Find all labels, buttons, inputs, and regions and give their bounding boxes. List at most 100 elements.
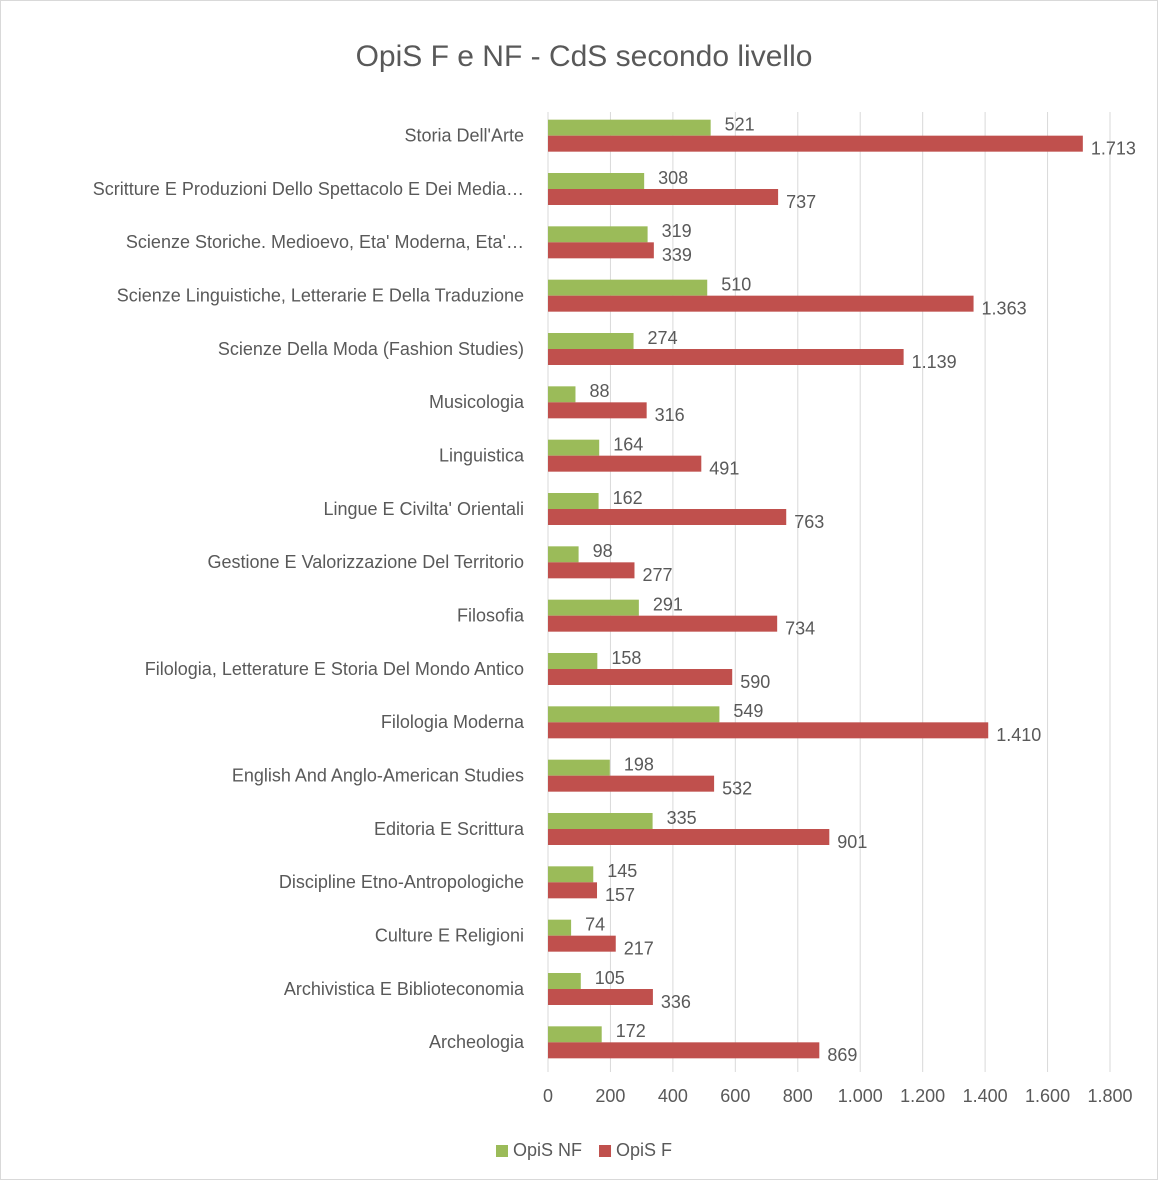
data-label: 763 — [794, 512, 824, 532]
data-label: 335 — [667, 808, 697, 828]
x-tick-label: 1.000 — [838, 1086, 883, 1106]
bar — [548, 455, 702, 472]
bar — [548, 989, 653, 1005]
bar — [548, 1026, 602, 1043]
bar — [548, 919, 572, 936]
bar — [548, 402, 647, 419]
data-label: 734 — [785, 618, 815, 638]
y-tick-label: Filosofia — [457, 605, 525, 625]
data-label: 1.139 — [912, 352, 957, 372]
data-label: 157 — [605, 885, 635, 905]
x-tick-label: 600 — [720, 1086, 750, 1106]
data-label: 277 — [642, 565, 672, 585]
bar — [548, 226, 648, 243]
bar — [548, 119, 711, 136]
bar — [548, 189, 779, 205]
data-label: 172 — [616, 1021, 646, 1041]
chart-title: OpiS F e NF - CdS secondo livello — [356, 40, 813, 73]
data-label: 105 — [595, 968, 625, 988]
bar — [548, 242, 654, 259]
data-label: 88 — [589, 381, 609, 401]
bar — [548, 866, 594, 883]
bar — [548, 653, 598, 669]
y-tick-label: Editoria E Scrittura — [374, 819, 525, 839]
data-label: 532 — [722, 778, 752, 798]
bar — [548, 333, 634, 349]
bar — [548, 813, 653, 829]
legend-label: OpiS F — [616, 1140, 672, 1160]
bar — [548, 135, 1083, 152]
bar — [548, 546, 579, 563]
data-label: 1.410 — [996, 725, 1041, 745]
data-label: 1.713 — [1091, 138, 1136, 158]
data-label: 510 — [721, 274, 751, 294]
x-tick-label: 1.200 — [900, 1086, 945, 1106]
legend-swatch — [496, 1145, 508, 1157]
x-tick-label: 1.800 — [1087, 1086, 1132, 1106]
y-tick-label: Lingue E Civilta' Orientali — [323, 499, 524, 519]
y-tick-label: Scritture E Produzioni Dello Spettacolo … — [93, 179, 524, 199]
data-label: 158 — [611, 648, 641, 668]
x-tick-label: 400 — [658, 1086, 688, 1106]
bar — [548, 349, 904, 365]
x-tick-label: 1.400 — [963, 1086, 1008, 1106]
data-label: 549 — [733, 701, 763, 721]
data-label: 521 — [725, 114, 755, 134]
data-label: 901 — [837, 832, 867, 852]
y-tick-label: Scienze Linguistiche, Letterarie E Della… — [117, 285, 524, 305]
x-tick-label: 0 — [543, 1086, 553, 1106]
legend-swatch — [599, 1145, 612, 1157]
data-label: 336 — [661, 992, 691, 1012]
data-label: 316 — [655, 405, 685, 425]
bar — [548, 173, 645, 189]
data-label: 274 — [648, 328, 678, 348]
y-tick-label: Culture E Religioni — [375, 925, 524, 945]
data-label: 74 — [585, 914, 605, 934]
data-label: 198 — [624, 754, 654, 774]
y-tick-label: Musicologia — [429, 392, 525, 412]
bar — [548, 615, 778, 632]
bar — [548, 775, 715, 792]
y-tick-label: Discipline Etno-Antropologiche — [279, 872, 524, 892]
y-tick-label: Archivistica E Biblioteconomia — [284, 979, 525, 999]
bar — [548, 562, 635, 579]
bar — [548, 706, 720, 723]
y-tick-label: Archeologia — [429, 1032, 525, 1052]
data-label: 869 — [827, 1045, 857, 1065]
bar — [548, 509, 787, 525]
data-label: 1.363 — [982, 298, 1027, 318]
bar — [548, 599, 639, 616]
bar — [548, 722, 989, 739]
x-tick-label: 1.600 — [1025, 1086, 1070, 1106]
data-label: 98 — [593, 541, 613, 561]
x-tick-label: 800 — [783, 1086, 813, 1106]
data-label: 164 — [613, 434, 643, 454]
bar — [548, 759, 610, 776]
y-tick-label: Scienze Storiche. Medioevo, Eta' Moderna… — [126, 232, 524, 252]
data-label: 590 — [740, 672, 770, 692]
data-label: 339 — [662, 245, 692, 265]
bar — [548, 973, 581, 989]
bar — [548, 386, 576, 403]
data-label: 145 — [607, 861, 637, 881]
data-label: 319 — [662, 221, 692, 241]
bar — [548, 295, 974, 312]
bar — [548, 493, 599, 509]
y-tick-label: Gestione E Valorizzazione Del Territorio — [208, 552, 524, 572]
bar — [548, 882, 598, 899]
y-tick-label: Storia Dell'Arte — [405, 125, 524, 145]
legend-label: OpiS NF — [513, 1140, 582, 1160]
bar — [548, 279, 708, 296]
data-label: 737 — [786, 192, 816, 212]
bar — [548, 829, 830, 845]
x-tick-label: 200 — [595, 1086, 625, 1106]
bar — [548, 439, 600, 456]
y-tick-label: Linguistica — [439, 445, 525, 465]
data-label: 162 — [613, 488, 643, 508]
bar — [548, 669, 733, 685]
bar — [548, 1042, 820, 1059]
data-label: 217 — [624, 938, 654, 958]
y-tick-label: English And Anglo-American Studies — [232, 765, 524, 785]
bar — [548, 935, 616, 952]
